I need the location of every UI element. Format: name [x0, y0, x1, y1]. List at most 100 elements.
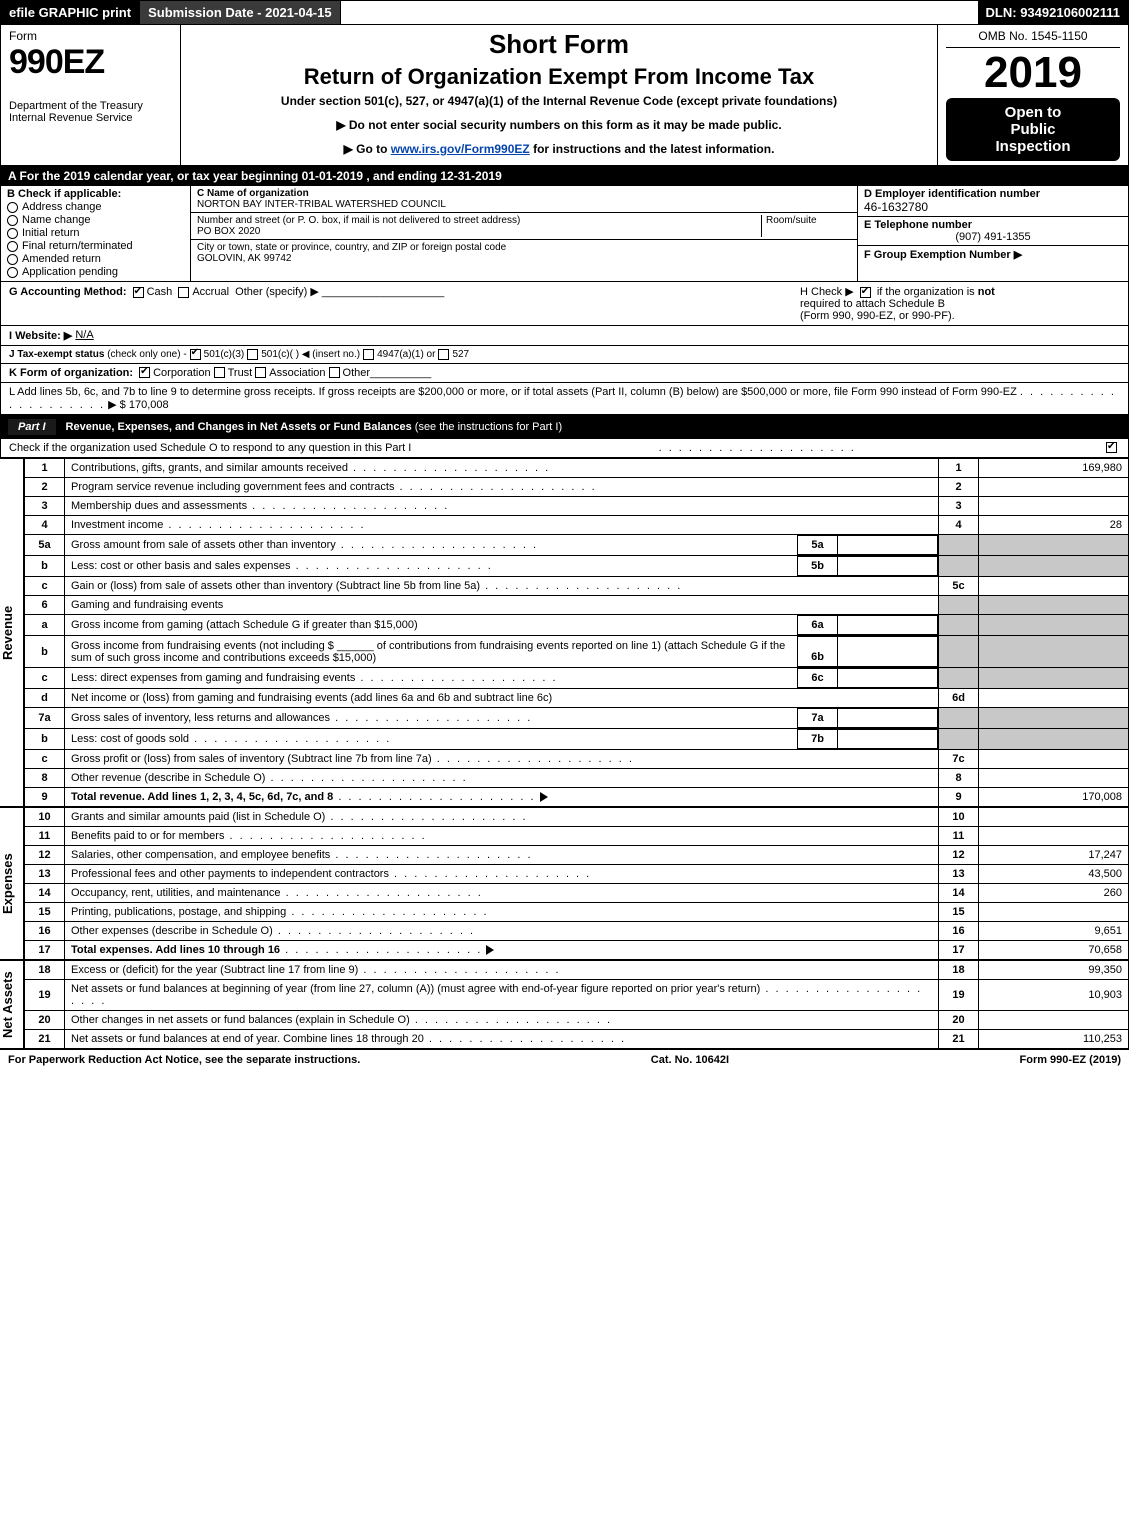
line-19: 19Net assets or fund balances at beginni… — [25, 980, 1129, 1011]
chk-501c[interactable] — [247, 349, 258, 360]
j-label: J Tax-exempt status — [9, 349, 104, 360]
revenue-label: Revenue — [0, 458, 24, 807]
submission-date-button[interactable]: Submission Date - 2021-04-15 — [140, 1, 341, 24]
part1-sub: (see the instructions for Part I) — [415, 421, 562, 433]
k-corp: Corporation — [153, 367, 210, 379]
chk-initial-return[interactable]: Initial return — [7, 227, 184, 239]
under-section-text: Under section 501(c), 527, or 4947(a)(1)… — [189, 94, 929, 108]
j-o3: 4947(a)(1) or — [377, 349, 435, 360]
ein-value: 46-1632780 — [864, 200, 928, 214]
row-l: L Add lines 5b, 6c, and 7b to line 9 to … — [0, 383, 1129, 415]
triangle-icon — [540, 792, 548, 802]
line-12: 12Salaries, other compensation, and empl… — [25, 846, 1129, 865]
h-t4: (Form 990, 990-EZ, or 990-PF). — [800, 310, 955, 322]
chk-schedule-o[interactable] — [1106, 442, 1117, 453]
chk-h[interactable] — [860, 287, 871, 298]
line-14: 14Occupancy, rent, utilities, and mainte… — [25, 884, 1129, 903]
f-label: F Group Exemption Number ▶ — [864, 249, 1022, 261]
chk-association[interactable] — [255, 367, 266, 378]
chk-accrual[interactable] — [178, 287, 189, 298]
efile-print-button[interactable]: efile GRAPHIC print — [1, 1, 140, 24]
omb-number: OMB No. 1545-1150 — [946, 29, 1120, 48]
chk-4947[interactable] — [363, 349, 374, 360]
line-16: 16Other expenses (describe in Schedule O… — [25, 922, 1129, 941]
revenue-section: Revenue 1Contributions, gifts, grants, a… — [0, 458, 1129, 807]
chk-527[interactable] — [438, 349, 449, 360]
part1-check-row: Check if the organization used Schedule … — [0, 439, 1129, 458]
triangle-icon — [486, 945, 494, 955]
section-b: B Check if applicable: Address change Na… — [1, 186, 191, 281]
line-3: 3Membership dues and assessments3 — [25, 497, 1129, 516]
form-word: Form — [9, 29, 172, 43]
goto-post: for instructions and the latest informat… — [530, 142, 775, 156]
part1-check-text: Check if the organization used Schedule … — [9, 442, 411, 454]
irs-link[interactable]: www.irs.gov/Form990EZ — [391, 142, 530, 156]
open-public-box: Open to Public Inspection — [946, 98, 1120, 161]
inspection: Inspection — [950, 138, 1116, 155]
chk-501c3[interactable] — [190, 349, 201, 360]
part1-title: Revenue, Expenses, and Changes in Net As… — [66, 421, 412, 433]
row-j: J Tax-exempt status (check only one) - 5… — [0, 346, 1129, 364]
footer-right: Form 990-EZ (2019) — [1020, 1054, 1121, 1066]
info-grid: B Check if applicable: Address change Na… — [0, 186, 1129, 282]
chk-application-pending[interactable]: Application pending — [7, 266, 184, 278]
section-c: C Name of organization NORTON BAY INTER-… — [191, 186, 858, 281]
row-i: I Website: ▶ N/A — [0, 326, 1129, 346]
line-5a: 5aGross amount from sale of assets other… — [25, 535, 1129, 556]
form-number: 990EZ — [9, 43, 172, 82]
h-t3: required to attach Schedule B — [800, 298, 945, 310]
dln-label: DLN: 93492106002111 — [978, 1, 1128, 24]
website-value: N/A — [75, 329, 93, 342]
expenses-label: Expenses — [0, 807, 24, 960]
i-label: I Website: ▶ — [9, 329, 72, 342]
j-sub: (check only one) - — [107, 349, 186, 360]
line-18: 18Excess or (deficit) for the year (Subt… — [25, 961, 1129, 980]
j-o2: 501(c)( ) ◀ (insert no.) — [261, 349, 360, 360]
tax-year-bar: A For the 2019 calendar year, or tax yea… — [0, 166, 1129, 186]
l-value: 170,008 — [129, 399, 169, 411]
dept-treasury: Department of the Treasury — [9, 100, 172, 112]
chk-other-org[interactable] — [329, 367, 340, 378]
chk-amended-return[interactable]: Amended return — [7, 253, 184, 265]
line-21: 21Net assets or fund balances at end of … — [25, 1030, 1129, 1049]
k-label: K Form of organization: — [9, 367, 133, 379]
goto-pre: ▶ Go to — [344, 142, 391, 156]
line-15: 15Printing, publications, postage, and s… — [25, 903, 1129, 922]
l-arrow: ▶ $ — [108, 399, 126, 411]
section-g: G Accounting Method: Cash Accrual Other … — [9, 285, 444, 322]
line-6b: bGross income from fundraising events (n… — [25, 636, 1129, 668]
d-label: D Employer identification number — [864, 188, 1040, 200]
line-13: 13Professional fees and other payments t… — [25, 865, 1129, 884]
chk-address-change[interactable]: Address change — [7, 201, 184, 213]
line-2: 2Program service revenue including gover… — [25, 478, 1129, 497]
cash-label: Cash — [147, 286, 173, 298]
chk-name-change[interactable]: Name change — [7, 214, 184, 226]
e-label: E Telephone number — [864, 219, 972, 231]
line-5b: bLess: cost or other basis and sales exp… — [25, 556, 1129, 577]
expenses-section: Expenses 10Grants and similar amounts pa… — [0, 807, 1129, 960]
goto-line: ▶ Go to www.irs.gov/Form990EZ for instru… — [189, 142, 929, 156]
line-10: 10Grants and similar amounts paid (list … — [25, 808, 1129, 827]
line-17: 17Total expenses. Add lines 10 through 1… — [25, 941, 1129, 960]
line-6a: aGross income from gaming (attach Schedu… — [25, 615, 1129, 636]
chk-trust[interactable] — [214, 367, 225, 378]
part1-header: Part I Revenue, Expenses, and Changes in… — [0, 415, 1129, 439]
line-8: 8Other revenue (describe in Schedule O)8 — [25, 769, 1129, 788]
part1-label: Part I — [8, 419, 56, 435]
section-def: D Employer identification number 46-1632… — [858, 186, 1128, 281]
chk-cash[interactable] — [133, 287, 144, 298]
k-trust: Trust — [228, 367, 253, 379]
net-assets-section: Net Assets 18Excess or (deficit) for the… — [0, 960, 1129, 1049]
ssn-warning: ▶ Do not enter social security numbers o… — [189, 118, 929, 132]
footer-left: For Paperwork Reduction Act Notice, see … — [8, 1054, 360, 1066]
j-o1: 501(c)(3) — [204, 349, 245, 360]
short-form-title: Short Form — [189, 29, 929, 60]
chk-corporation[interactable] — [139, 367, 150, 378]
row-k: K Form of organization: Corporation Trus… — [0, 364, 1129, 383]
line-6d: dNet income or (loss) from gaming and fu… — [25, 689, 1129, 708]
chk-final-return[interactable]: Final return/terminated — [7, 240, 184, 252]
page-footer: For Paperwork Reduction Act Notice, see … — [0, 1049, 1129, 1070]
line-4: 4Investment income428 — [25, 516, 1129, 535]
l-text: L Add lines 5b, 6c, and 7b to line 9 to … — [9, 386, 1017, 398]
line-1: 1Contributions, gifts, grants, and simil… — [25, 459, 1129, 478]
